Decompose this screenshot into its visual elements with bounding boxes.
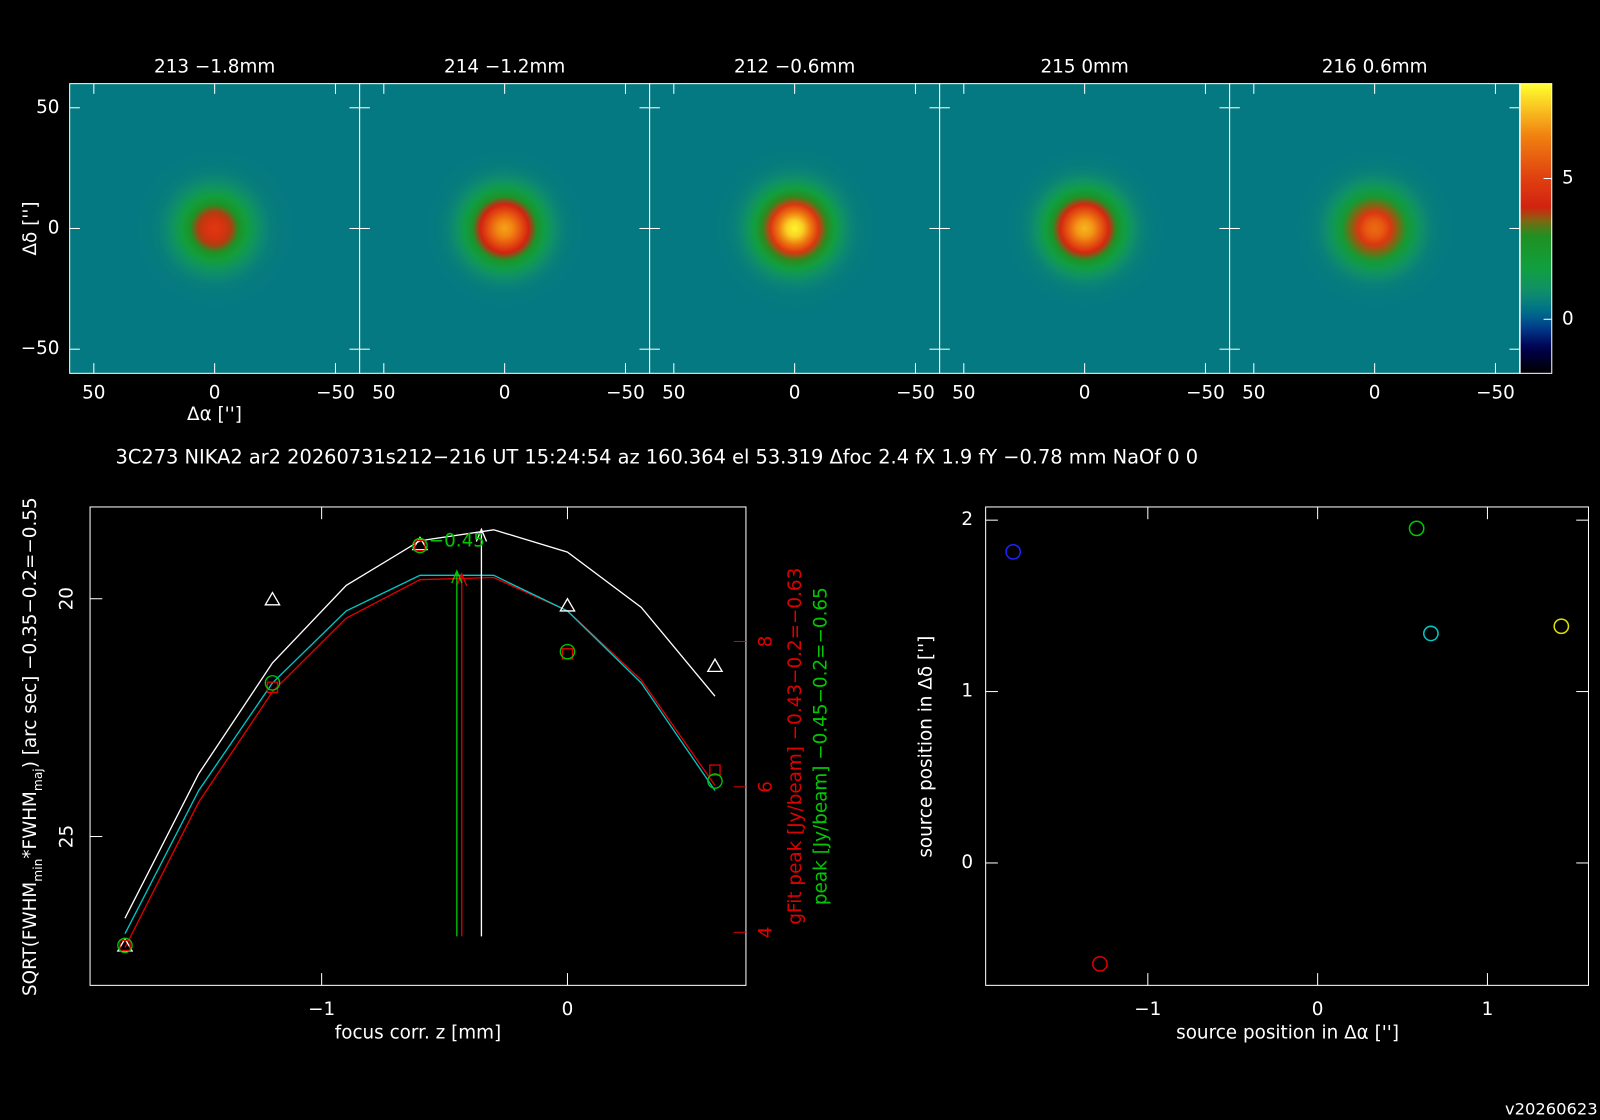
data-point — [411, 536, 429, 551]
data-point — [706, 657, 724, 673]
y-axis-label: source position in Δδ [''] — [915, 636, 936, 858]
colorbar-label: 5 — [1562, 168, 1574, 189]
plot-frame — [89, 506, 747, 986]
y-tick-label: 1 — [961, 681, 973, 702]
y-tick-label: 20 — [57, 587, 78, 610]
data-point — [1092, 956, 1108, 972]
data-point — [264, 675, 281, 691]
y-tick-label: 0 — [961, 852, 973, 873]
plot-frame — [985, 506, 1589, 986]
x-tick-label: −1 — [308, 999, 335, 1020]
best-focus-label: −0.45 — [429, 531, 485, 552]
best-focus-arrow — [451, 569, 463, 584]
source-blob — [117, 131, 312, 326]
y-tick-label: −50 — [21, 338, 60, 359]
y-tick-label: 25 — [57, 825, 78, 848]
data-point — [117, 937, 133, 954]
fit-curve — [124, 574, 716, 935]
data-point — [1553, 618, 1570, 635]
colorbar — [1519, 83, 1553, 374]
y2-tick-label: 4 — [755, 926, 776, 938]
x-tick-label: 1 — [1482, 999, 1494, 1020]
x-tick-label: −1 — [1134, 999, 1161, 1020]
data-point — [707, 773, 723, 789]
panel-title: 213 −1.8mm — [154, 56, 275, 77]
x-tick-label: 0 — [1369, 383, 1381, 404]
data-point — [119, 939, 131, 952]
header: 3C273 NIKA2 ar2 20260731s212−216 UT 15:2… — [116, 445, 1199, 468]
x-tick-label: 50 — [952, 383, 975, 404]
y-tick-label: 2 — [961, 509, 973, 530]
data-point — [1005, 543, 1022, 560]
best-focus-arrow — [456, 572, 468, 587]
source-blob — [407, 131, 602, 326]
y-axis-label-part: *FWHM — [20, 791, 41, 859]
x-tick-label: 50 — [662, 383, 685, 404]
x-axis-label: source position in Δα [''] — [1176, 1022, 1399, 1043]
y2-axis-label: gFit peak [Jy/beam] −0.43−0.2=−0.63 — [785, 568, 806, 925]
x-tick-label: −50 — [1186, 383, 1225, 404]
data-point — [1408, 520, 1425, 537]
version: v20260623 — [1505, 1099, 1598, 1118]
x-tick-label: −50 — [606, 383, 645, 404]
panel-title: 215 0mm — [1040, 56, 1128, 77]
best-focus-arrow — [475, 527, 488, 542]
data-point — [414, 539, 426, 552]
data-point — [412, 537, 428, 554]
data-point — [709, 764, 721, 776]
x-tick-label: 50 — [82, 383, 105, 404]
data-point — [559, 597, 576, 612]
source-blob — [987, 131, 1182, 326]
x-axis-label: focus corr. z [mm] — [335, 1022, 501, 1043]
y2-tick-label: 8 — [755, 636, 776, 648]
x-tick-label: −50 — [896, 383, 935, 404]
data-point — [1422, 625, 1439, 642]
y-axis-label: Δδ [''] — [20, 201, 41, 255]
x-tick-label: 0 — [499, 383, 511, 404]
x-tick-label: 0 — [209, 383, 221, 404]
x-tick-label: 0 — [789, 383, 801, 404]
y2-axis-label: peak [Jy/beam] −0.45−0.2=−0.65 — [810, 587, 831, 905]
x-tick-label: 50 — [372, 383, 395, 404]
x-tick-label: 50 — [1242, 383, 1265, 404]
x-tick-label: 0 — [1312, 999, 1324, 1020]
data-point — [559, 643, 576, 660]
y-axis-label-part: ) [arc sec] −0.35−0.2=−0.55 — [20, 497, 41, 768]
y-tick-label: 50 — [36, 97, 59, 118]
colorbar-label: 0 — [1562, 308, 1574, 329]
x-axis-label: Δα [''] — [187, 404, 242, 425]
y-axis-label-part: SQRT(FWHM — [20, 882, 41, 996]
panel-title: 216 0.6mm — [1322, 56, 1428, 77]
data-point — [264, 591, 281, 606]
x-tick-label: −50 — [316, 383, 355, 404]
x-tick-label: 0 — [1079, 383, 1091, 404]
y2-tick-label: 6 — [755, 781, 776, 793]
x-tick-label: 0 — [562, 999, 574, 1020]
y-axis-label-part: min — [30, 859, 44, 882]
x-tick-label: −50 — [1476, 383, 1515, 404]
y-axis-label: SQRT(FWHMmin*FWHMmaj) [arc sec] −0.35−0.… — [20, 497, 45, 996]
fit-curve — [124, 576, 716, 948]
panel-title: 214 −1.2mm — [444, 56, 565, 77]
y-tick-label: 0 — [48, 217, 60, 238]
y-axis-label-part: maj — [30, 768, 44, 791]
panel-title: 212 −0.6mm — [734, 56, 855, 77]
source-blob — [697, 131, 892, 326]
source-blob — [1277, 131, 1472, 326]
